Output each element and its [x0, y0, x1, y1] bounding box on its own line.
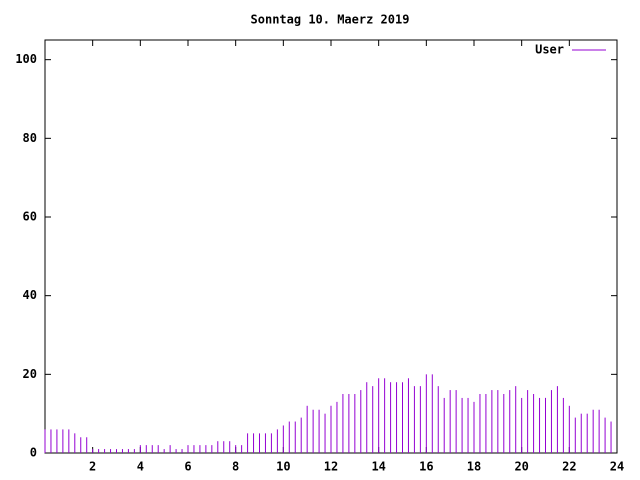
x-tick-label: 24 — [610, 460, 624, 474]
x-tick-label: 10 — [276, 460, 290, 474]
y-tick-label: 20 — [23, 367, 37, 381]
x-tick-label: 18 — [467, 460, 481, 474]
y-tick-label: 40 — [23, 288, 37, 302]
x-tick-label: 6 — [184, 460, 191, 474]
plot-frame — [44, 39, 618, 454]
chart-title: Sonntag 10. Maerz 2019 — [251, 13, 410, 27]
x-tick-label: 8 — [232, 460, 239, 474]
y-tick-label: 60 — [23, 210, 37, 224]
x-tick-label: 12 — [324, 460, 338, 474]
y-tick-label: 80 — [23, 131, 37, 145]
x-tick-label: 16 — [419, 460, 433, 474]
x-tick-label: 20 — [514, 460, 528, 474]
x-tick-label: 4 — [137, 460, 144, 474]
x-tick-label: 2 — [89, 460, 96, 474]
x-tick-label: 14 — [371, 460, 385, 474]
x-tick-label: 22 — [562, 460, 576, 474]
legend-label: User — [535, 43, 564, 57]
y-tick-label: 100 — [15, 52, 37, 66]
y-tick-label: 0 — [30, 446, 37, 460]
